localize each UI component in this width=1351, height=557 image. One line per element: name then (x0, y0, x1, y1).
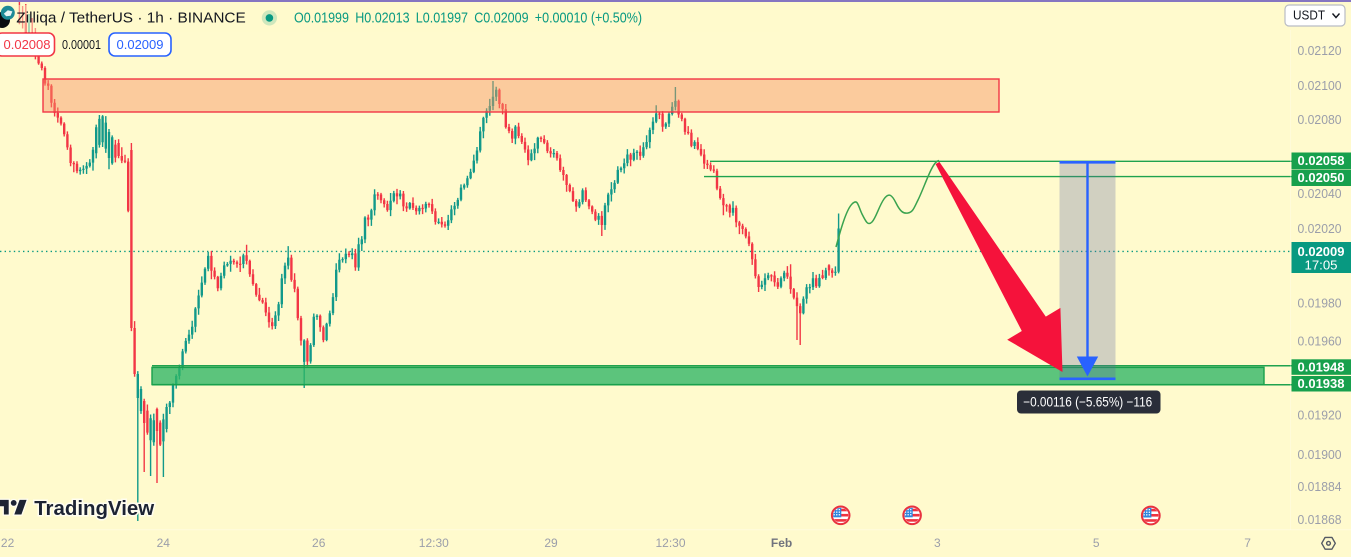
svg-text:0.01980: 0.01980 (1298, 297, 1342, 311)
svg-text:22: 22 (1, 536, 15, 550)
svg-text:0.02050: 0.02050 (1298, 171, 1345, 185)
svg-text:0.01884: 0.01884 (1298, 480, 1342, 494)
svg-text:0.02009: 0.02009 (1298, 245, 1345, 259)
svg-text:0.01900: 0.01900 (1298, 448, 1342, 462)
svg-text:0.02120: 0.02120 (1298, 44, 1342, 58)
svg-text:0.02020: 0.02020 (1298, 222, 1342, 236)
svg-text:Zilliqa / TetherUS · 1h · BINA: Zilliqa / TetherUS · 1h · BINANCE (16, 10, 245, 27)
svg-text:0.02009: 0.02009 (117, 37, 164, 52)
svg-text:0.02040: 0.02040 (1298, 187, 1342, 201)
svg-text:24: 24 (157, 536, 171, 550)
svg-text:0.01938: 0.01938 (1298, 377, 1345, 391)
svg-text:0.02100: 0.02100 (1298, 79, 1342, 93)
svg-text:0.02080: 0.02080 (1298, 113, 1342, 127)
svg-text:26: 26 (312, 536, 326, 550)
svg-text:12:30: 12:30 (419, 536, 449, 550)
svg-text:5: 5 (1093, 536, 1100, 550)
svg-text:0.01960: 0.01960 (1298, 335, 1342, 349)
svg-text:USDT: USDT (1293, 9, 1325, 23)
svg-text:−0.00116 (−5.65%) −116: −0.00116 (−5.65%) −116 (1023, 395, 1152, 410)
svg-text:Feb: Feb (771, 536, 792, 550)
svg-text:0.01920: 0.01920 (1298, 409, 1342, 423)
svg-text:0.02008: 0.02008 (4, 37, 51, 52)
svg-text:29: 29 (544, 536, 558, 550)
svg-text:TradingView: TradingView (34, 497, 154, 520)
svg-text:12:30: 12:30 (656, 536, 686, 550)
svg-text:7: 7 (1244, 536, 1251, 550)
svg-text:0.01868: 0.01868 (1298, 513, 1342, 527)
svg-text:17:05: 17:05 (1305, 259, 1338, 273)
svg-text:0.00001: 0.00001 (62, 37, 101, 52)
svg-text:O0.01999 H0.02013 L0.01997 C0.: O0.01999 H0.02013 L0.01997 C0.02009 +0.0… (294, 10, 642, 27)
svg-text:0.01948: 0.01948 (1298, 360, 1345, 374)
svg-text:3: 3 (934, 536, 941, 550)
svg-text:0.02058: 0.02058 (1298, 154, 1345, 168)
